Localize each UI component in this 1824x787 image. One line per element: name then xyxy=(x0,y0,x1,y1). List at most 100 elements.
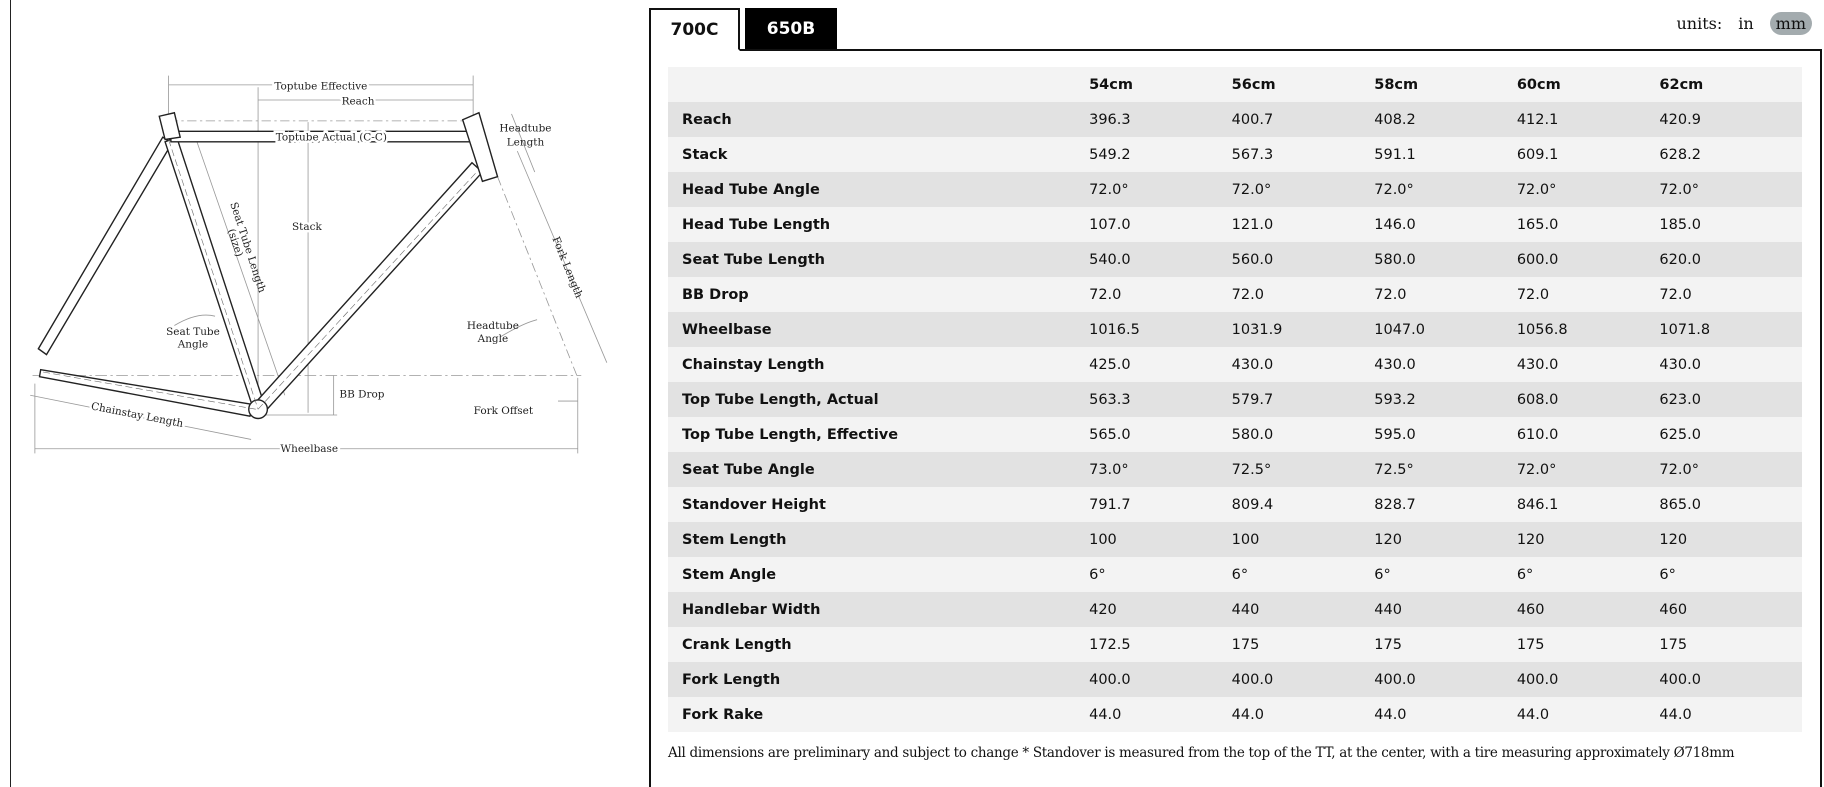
unit-option-in[interactable]: in xyxy=(1738,14,1754,33)
cell-value: 620.0 xyxy=(1659,242,1802,277)
units-label: units: xyxy=(1676,14,1723,33)
panel-divider xyxy=(10,0,11,787)
tab-content: 54cm 56cm 58cm 60cm 62cm Reach 396.3 400.7… xyxy=(649,49,1822,787)
cell-value: 865.0 xyxy=(1659,496,1701,513)
cell-value: 580.0 xyxy=(1374,242,1517,277)
cell-value: 610.0 xyxy=(1516,426,1559,443)
cell-value: 72.0 xyxy=(1231,286,1264,303)
cell-value: 175 xyxy=(1374,636,1402,653)
table-row: Reach 396.3 400.7 408.2 412.1 420.9 xyxy=(668,102,1802,137)
row-label: Head Tube Length xyxy=(682,216,831,233)
label-reach: Reach xyxy=(342,96,375,108)
table-row: Fork Rake 44.0 44.0 44.0 44.0 44.0 xyxy=(668,697,1802,732)
column-header: 60cm xyxy=(1516,76,1561,93)
cell-value: 549.2 xyxy=(1089,146,1131,163)
cell-value: 107.0 xyxy=(1089,216,1131,233)
cell-value: 540.0 xyxy=(1089,242,1232,277)
wheel-size-tabs: 700C 650B xyxy=(649,8,1820,51)
tab-700c[interactable]: 700C xyxy=(649,8,740,51)
tab-650b[interactable]: 650B xyxy=(745,8,837,49)
cell-value: 175 xyxy=(1659,636,1688,653)
cell-value: 595.0 xyxy=(1374,426,1416,443)
cell-value: 72.0 xyxy=(1659,286,1692,303)
cell-value: 72.0° xyxy=(1516,452,1660,487)
row-label: Reach xyxy=(668,102,1090,137)
table-row: Stem Angle 6° 6° 6° 6° 6° xyxy=(668,557,1802,592)
column-header: 62cm xyxy=(1659,76,1704,93)
cell-value: 6° xyxy=(1374,566,1391,583)
table-row: Seat Tube Angle 73.0° 72.5° 72.5° 72.0° 72.0° xyxy=(668,452,1802,487)
row-label: Chainstay Length xyxy=(682,356,825,373)
cell-value: 1016.5 xyxy=(1089,312,1232,347)
header-empty xyxy=(668,67,1089,102)
row-label: Fork Rake xyxy=(682,706,764,723)
cell-value: 73.0° xyxy=(1089,452,1232,487)
label-fork-offset: Fork Offset xyxy=(474,405,534,417)
cell-value: 1047.0 xyxy=(1374,312,1517,347)
table-row: Seat Tube Length 540.0 560.0 580.0 600.0 620.… xyxy=(668,242,1802,277)
cell-value: 400.0 xyxy=(1374,662,1517,697)
cell-value: 420 xyxy=(1089,592,1232,627)
cell-value: 72.0° xyxy=(1374,172,1517,207)
row-label: Stem Angle xyxy=(682,566,777,583)
cell-value: 72.5° xyxy=(1231,452,1375,487)
cell-value: 146.0 xyxy=(1374,216,1416,233)
cell-value: 185.0 xyxy=(1659,216,1701,233)
cell-value: 563.3 xyxy=(1089,382,1232,417)
unit-option-mm[interactable]: mm xyxy=(1769,12,1812,35)
cell-value: 72.0 xyxy=(1516,286,1550,303)
down-tube xyxy=(254,161,484,413)
table-row: Crank Length 172.5 175 175 175 175 xyxy=(668,627,1802,662)
cell-value: 625.0 xyxy=(1659,426,1701,443)
row-label: Top Tube Length, Actual xyxy=(668,382,1090,417)
label-toptube-actual: Toptube Actual (C-C) xyxy=(276,132,387,144)
table-row: Fork Length 400.0 400.0 400.0 400.0 400.0 xyxy=(668,662,1802,697)
cell-value: 44.0 xyxy=(1089,706,1122,723)
cell-value: 400.0 xyxy=(1516,662,1660,697)
row-label: Stem Length xyxy=(668,522,1090,557)
cell-value: 579.7 xyxy=(1231,382,1375,417)
cell-value: 72.0 xyxy=(1089,286,1122,303)
row-label: Fork Length xyxy=(668,662,1090,697)
cell-value: 412.1 xyxy=(1516,102,1660,137)
table-row: Head Tube Length 107.0 121.0 146.0 165.0 185.… xyxy=(668,207,1802,242)
cell-value: 460 xyxy=(1516,592,1660,627)
table-row: BB Drop 72.0 72.0 72.0 72.0 72.0 xyxy=(668,277,1802,312)
column-header: 54cm xyxy=(1089,76,1133,93)
cell-value: 460 xyxy=(1659,592,1802,627)
row-label: Top Tube Length, Effective xyxy=(682,426,899,443)
label-headtube-angle: Headtube xyxy=(467,320,519,332)
cell-value: 425.0 xyxy=(1089,356,1131,373)
cell-value: 400.0 xyxy=(1659,662,1802,697)
cell-value: 1031.9 xyxy=(1231,312,1375,347)
label-stack: Stack xyxy=(292,221,322,233)
label-seat-tube-angle-2: Angle xyxy=(177,339,209,351)
cell-value: 608.0 xyxy=(1516,382,1660,417)
chainstay xyxy=(38,368,255,417)
cell-value: 6° xyxy=(1231,566,1249,583)
label-fork-length: Fork Length xyxy=(549,235,585,300)
cell-value: 6° xyxy=(1089,566,1106,583)
cell-value: 1071.8 xyxy=(1659,312,1802,347)
cell-value: 44.0 xyxy=(1231,706,1264,723)
cell-value: 600.0 xyxy=(1516,242,1660,277)
cell-value: 120 xyxy=(1659,522,1802,557)
cell-value: 565.0 xyxy=(1089,426,1131,443)
row-label: Crank Length xyxy=(682,636,792,653)
seat-tube-length-dimension-line xyxy=(194,137,286,396)
row-label: Seat Tube Length xyxy=(668,242,1090,277)
cell-value: 165.0 xyxy=(1516,216,1559,233)
cell-value: 593.2 xyxy=(1374,382,1517,417)
geometry-table-panel: units: in mm 700C 650B 54cm 56cm 58cm 60… xyxy=(649,0,1824,787)
cell-value: 420.9 xyxy=(1659,102,1802,137)
seat-stay xyxy=(37,136,173,356)
cell-value: 6° xyxy=(1659,566,1676,583)
cell-value: 175 xyxy=(1516,636,1545,653)
cell-value: 121.0 xyxy=(1231,216,1274,233)
cell-value: 400.0 xyxy=(1231,662,1375,697)
row-label: Wheelbase xyxy=(668,312,1090,347)
row-label: Seat Tube Angle xyxy=(668,452,1090,487)
row-label: Standover Height xyxy=(682,496,826,513)
table-row: Stem Length 100 100 120 120 120 xyxy=(668,522,1802,557)
cell-value: 100 xyxy=(1231,522,1375,557)
